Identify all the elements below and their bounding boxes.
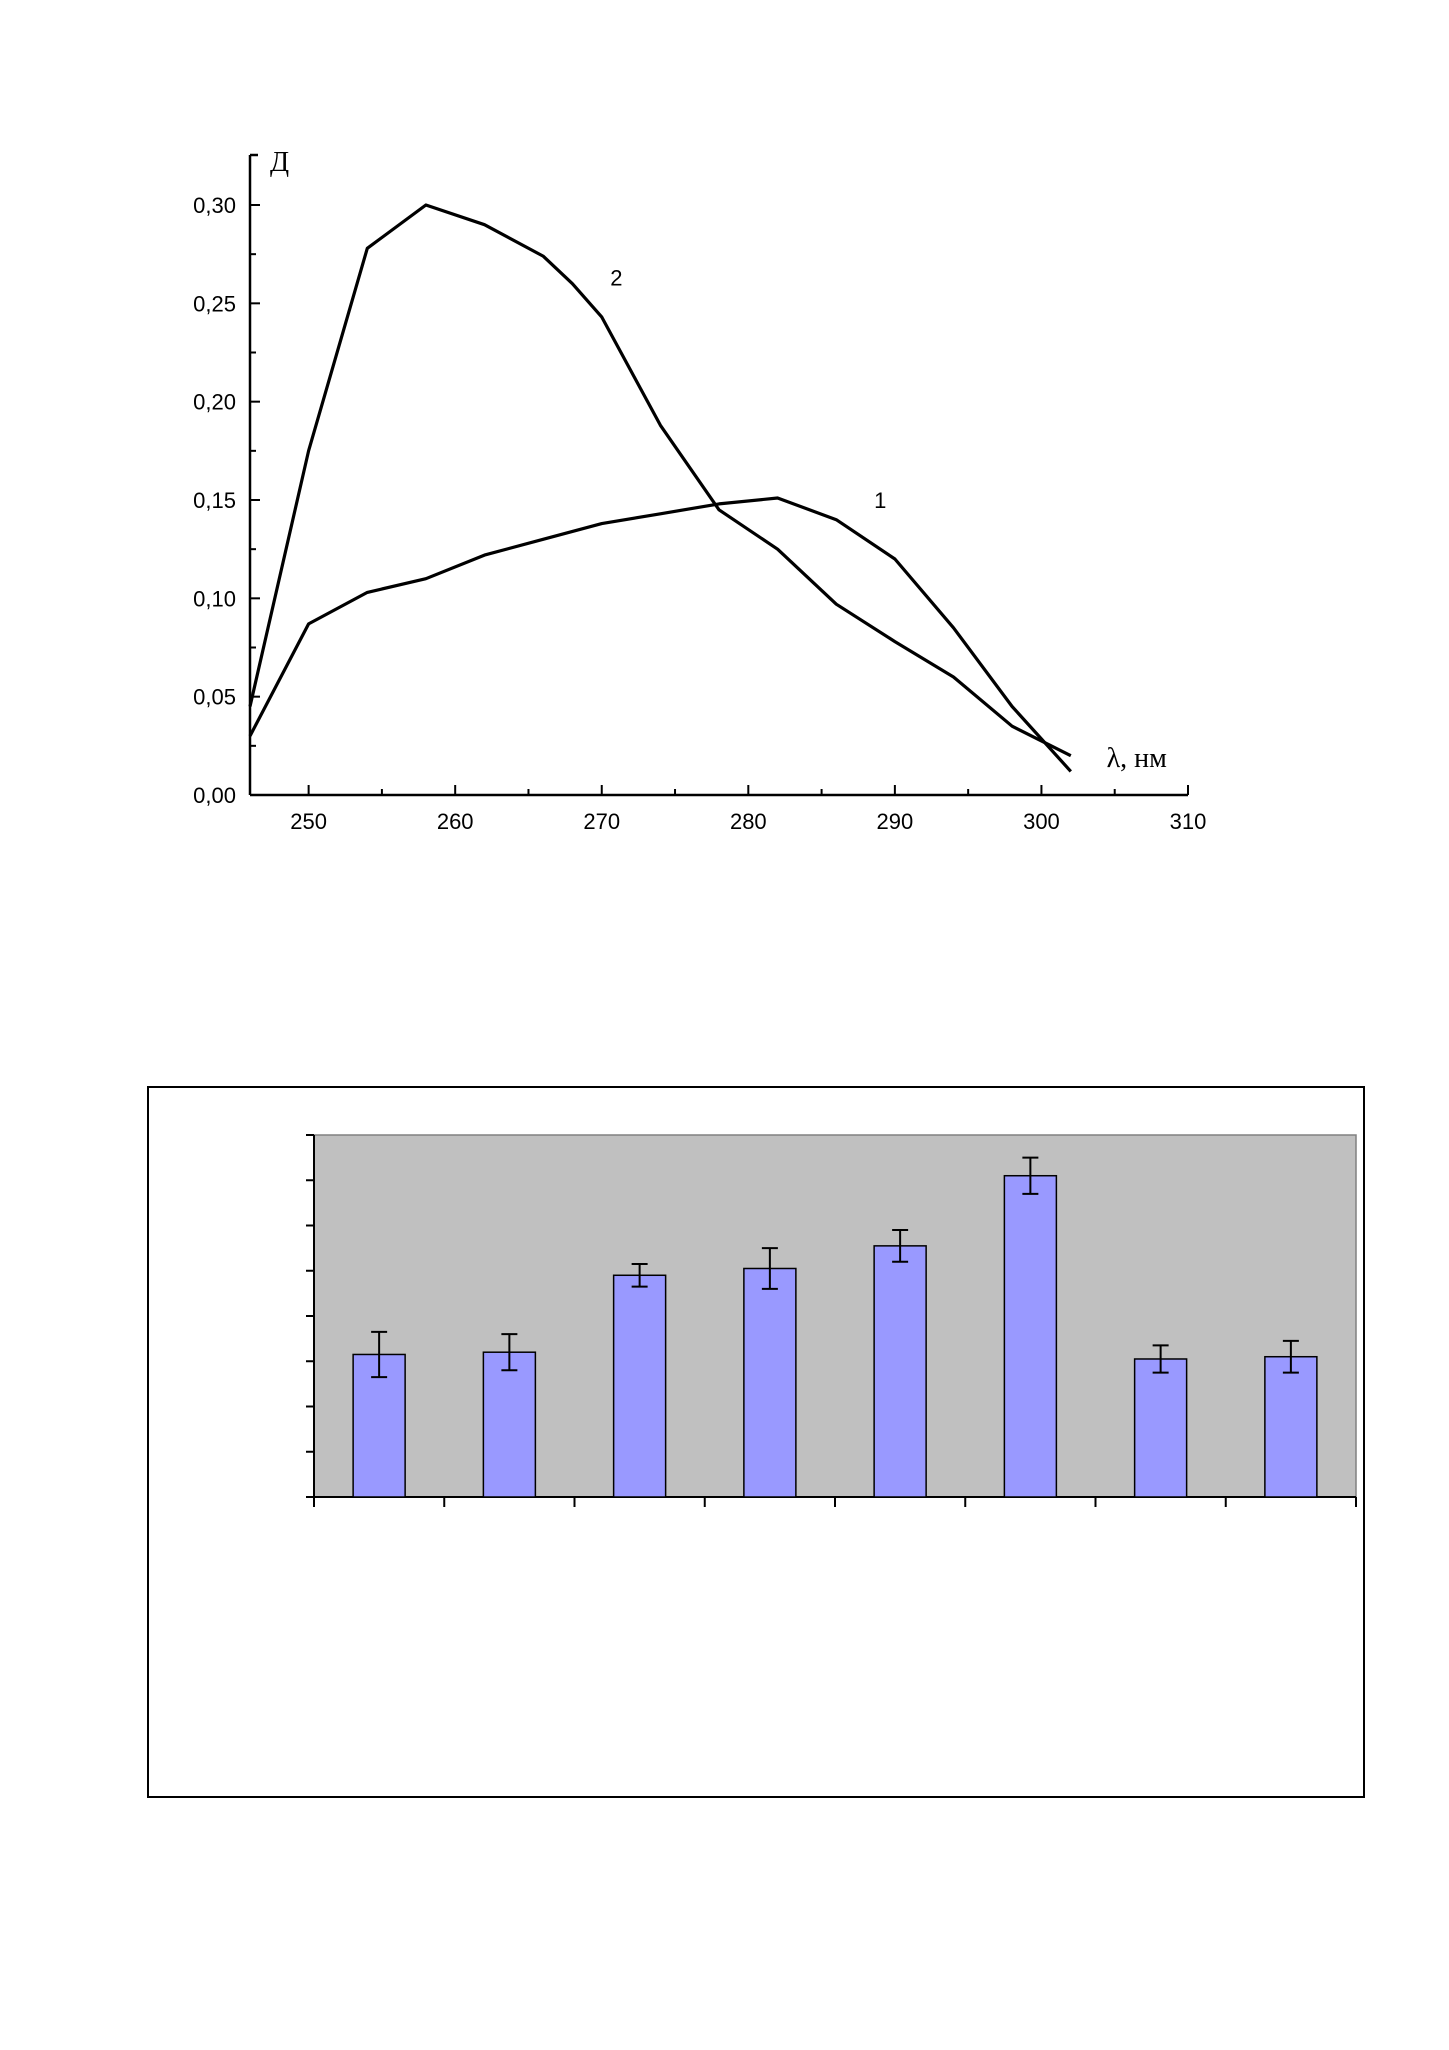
- bar: [1133, 1358, 1188, 1498]
- y-tick-label: 0,20: [193, 390, 236, 415]
- y-tick-label: 0,25: [193, 291, 236, 316]
- bar: [612, 1274, 667, 1498]
- x-tick-label: 270: [583, 809, 620, 834]
- x-tick-label: 250: [290, 809, 327, 834]
- y-tick-label: 0,05: [193, 685, 236, 710]
- series-label-2: 2: [610, 266, 622, 291]
- bar: [873, 1245, 927, 1498]
- y-tick-label: 0,00: [193, 783, 236, 808]
- series-line-1: [248, 496, 1072, 773]
- x-axis-label: λ, нм: [1107, 743, 1168, 774]
- x-tick-label: 260: [437, 809, 474, 834]
- bar: [352, 1353, 406, 1498]
- x-tick-label: 290: [877, 809, 914, 834]
- x-tick-label: 300: [1023, 809, 1060, 834]
- plot-area: [313, 1134, 1357, 1498]
- bar: [1003, 1174, 1058, 1498]
- y-tick-label: 0,15: [193, 488, 236, 513]
- y-tick-label: 0,10: [193, 586, 236, 611]
- x-tick-label: 310: [1170, 809, 1207, 834]
- x-tick-label: 280: [730, 809, 767, 834]
- series-label-1: 1: [874, 488, 886, 513]
- bar: [743, 1267, 797, 1498]
- series-line-2: [248, 203, 1072, 758]
- y-axis-label: Д: [270, 147, 289, 178]
- bar: [1264, 1355, 1318, 1498]
- y-tick-label: 0,30: [193, 193, 236, 218]
- bar: [482, 1351, 537, 1498]
- spectrum-line-chart: 0,00 0,05 0,10 0,15 0,20 0,25 0,30 250 260 270 280…: [193, 147, 1207, 834]
